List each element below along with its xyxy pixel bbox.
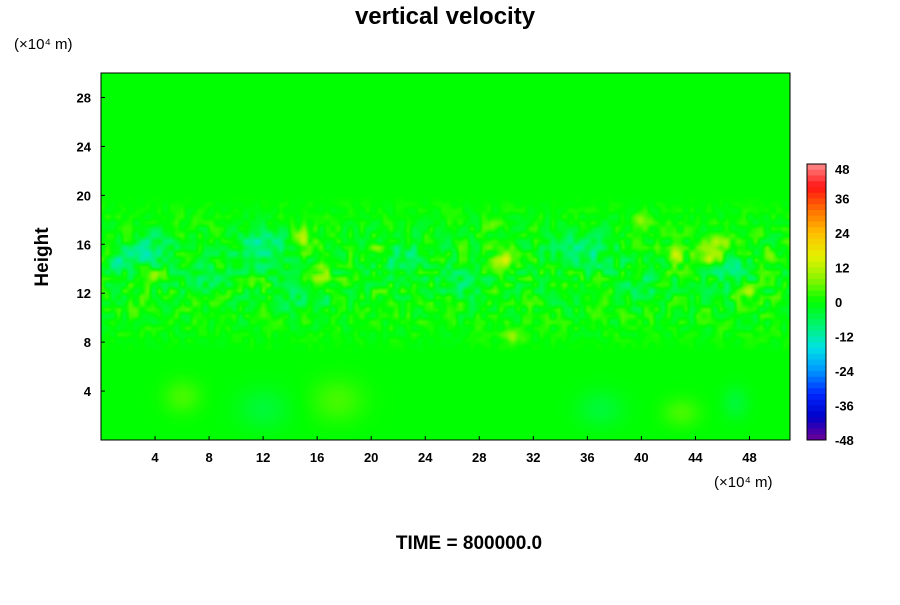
y-axis-unit: (×10⁴ m) — [14, 36, 73, 53]
x-tick-label: 16 — [310, 450, 324, 465]
colorbar-segment — [807, 417, 826, 424]
colorbar-tick-label: -24 — [835, 364, 855, 379]
colorbar-tick-label: 36 — [835, 192, 849, 207]
colorbar-segment — [807, 296, 826, 303]
colorbar-segment — [807, 353, 826, 360]
colorbar-segment — [807, 325, 826, 332]
colorbar-segment — [807, 422, 826, 429]
y-tick-label: 16 — [77, 237, 91, 252]
y-tick-label: 12 — [77, 286, 91, 301]
colorbar-segment — [807, 181, 826, 188]
colorbar-segment — [807, 210, 826, 217]
colorbar-segment — [807, 371, 826, 378]
y-tick-label: 8 — [84, 335, 91, 350]
velocity-field — [101, 73, 790, 440]
colorbar-segment — [807, 348, 826, 355]
x-axis: 4 8 12 16 20 24 28 32 36 40 44 48 — [151, 436, 757, 465]
colorbar-segment — [807, 169, 826, 176]
colorbar-segment — [807, 244, 826, 251]
colorbar-segment — [807, 187, 826, 194]
colorbar-segment — [807, 382, 826, 389]
colorbar-segment — [807, 376, 826, 383]
colorbar-segment — [807, 365, 826, 372]
colorbar-segment — [807, 175, 826, 182]
colorbar-tick-label: -12 — [835, 330, 854, 345]
colorbar-segment — [807, 261, 826, 268]
y-tick-label: 20 — [77, 188, 91, 203]
colorbar-segment — [807, 192, 826, 199]
x-tick-label: 12 — [256, 450, 270, 465]
colorbar-segment — [807, 164, 826, 171]
colorbar-segment — [807, 411, 826, 418]
y-tick-label: 24 — [77, 139, 92, 154]
colorbar-segment — [807, 359, 826, 366]
colorbar-segment — [807, 198, 826, 205]
plot-frame — [100, 72, 791, 441]
colorbar-segment — [807, 399, 826, 406]
colorbar: 48 36 24 12 0 -12 -24 -36 -48 — [806, 162, 855, 448]
colorbar-segment — [807, 388, 826, 395]
x-tick-label: 20 — [364, 450, 378, 465]
y-axis: 4 8 12 16 20 24 28 — [77, 90, 105, 399]
colorbar-segment — [807, 319, 826, 326]
colorbar-segment — [807, 215, 826, 222]
colorbar-segment — [807, 284, 826, 291]
colorbar-tick-label: 48 — [835, 162, 849, 177]
colorbar-tick-label: 12 — [835, 261, 849, 276]
y-tick-label: 28 — [77, 90, 91, 105]
plot-area — [101, 73, 790, 440]
colorbar-segment — [807, 434, 826, 441]
x-tick-label: 28 — [472, 450, 486, 465]
y-tick-label: 4 — [84, 384, 92, 399]
colorbar-tick-label: -36 — [835, 399, 854, 414]
x-tick-label: 4 — [151, 450, 159, 465]
colorbar-segment — [807, 279, 826, 286]
colorbar-segment — [807, 273, 826, 280]
colorbar-segment — [807, 336, 826, 343]
x-tick-label: 24 — [418, 450, 433, 465]
colorbar-segment — [807, 233, 826, 240]
time-label: TIME = 800000.0 — [396, 533, 542, 554]
colorbar-segment — [807, 342, 826, 349]
colorbar-tick-label: 0 — [835, 295, 842, 310]
chart-title: vertical velocity — [355, 3, 536, 30]
colorbar-segment — [807, 428, 826, 435]
x-tick-label: 36 — [580, 450, 594, 465]
colorbar-segment — [807, 267, 826, 274]
colorbar-segment — [807, 307, 826, 314]
colorbar-tick-label: -48 — [835, 433, 854, 448]
x-tick-label: 32 — [526, 450, 540, 465]
x-tick-label: 48 — [742, 450, 756, 465]
colorbar-segment — [807, 330, 826, 337]
colorbar-frame — [806, 163, 827, 441]
x-tick-label: 8 — [205, 450, 212, 465]
x-tick-label: 40 — [634, 450, 648, 465]
colorbar-tick-label: 24 — [835, 226, 850, 241]
x-axis-unit: (×10⁴ m) — [714, 474, 773, 491]
colorbar-segment — [807, 302, 826, 309]
colorbar-segment — [807, 204, 826, 211]
colorbar-segment — [807, 405, 826, 412]
colorbar-segment — [807, 221, 826, 228]
colorbar-segment — [807, 313, 826, 320]
colorbar-segment — [807, 227, 826, 234]
y-axis-label: Height — [32, 227, 53, 287]
colorbar-segment — [807, 394, 826, 401]
x-tick-label: 44 — [688, 450, 703, 465]
colorbar-segment — [807, 256, 826, 263]
colorbar-segment — [807, 290, 826, 297]
colorbar-segment — [807, 250, 826, 257]
colorbar-segment — [807, 238, 826, 245]
